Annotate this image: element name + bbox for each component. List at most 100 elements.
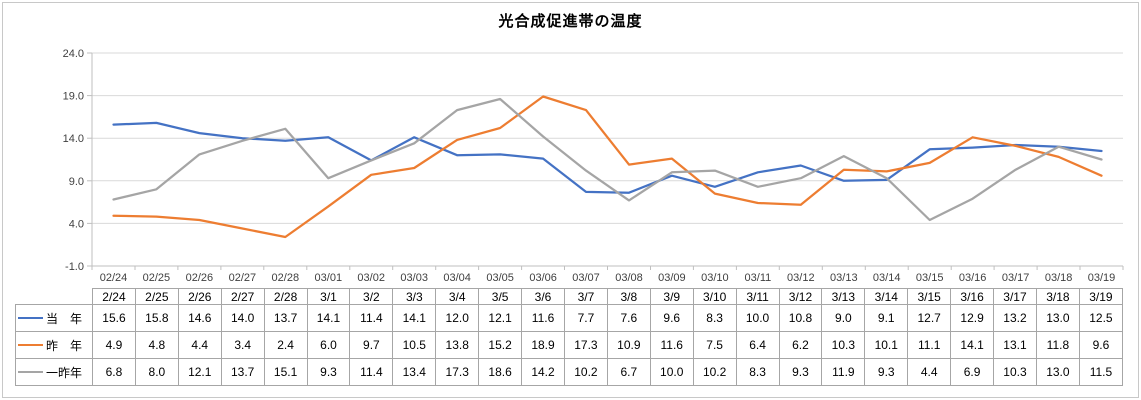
value-cell: 10.8 (778, 304, 823, 332)
value-cell: 7.5 (692, 331, 737, 359)
value-cell: 9.6 (1078, 331, 1124, 359)
value-cell: 10.9 (606, 331, 651, 359)
value-cell: 2.4 (263, 331, 308, 359)
value-cell: 10.1 (864, 331, 909, 359)
value-cell: 6.7 (606, 358, 651, 386)
x-axis-label: 03/03 (400, 272, 428, 284)
value-cell: 4.8 (134, 331, 179, 359)
value-cell: 11.9 (821, 358, 866, 386)
value-cell: 14.0 (220, 304, 265, 332)
value-cell: 11.5 (1078, 358, 1124, 386)
x-axis-label: 03/08 (615, 272, 643, 284)
x-axis-label: 03/19 (1088, 272, 1116, 284)
value-cell: 4.4 (907, 358, 952, 386)
value-cell: 10.5 (392, 331, 437, 359)
value-cell: 14.1 (306, 304, 351, 332)
series-key-line-two-years-ago (18, 371, 43, 373)
value-cell: 13.4 (392, 358, 437, 386)
x-axis-label: 03/06 (529, 272, 557, 284)
series-key-line-current-year (18, 317, 43, 319)
value-cell: 9.7 (349, 331, 394, 359)
value-cell: 12.9 (950, 304, 995, 332)
x-axis-label: 03/10 (701, 272, 729, 284)
value-cell: 12.7 (907, 304, 952, 332)
series-line-last-year (112, 95, 1103, 239)
value-cell: 9.3 (306, 358, 351, 386)
series-line-two-years-ago (112, 97, 1103, 222)
value-cell: 11.6 (649, 331, 694, 359)
value-cell: 15.1 (263, 358, 308, 386)
date-header-cell: 3/13 (821, 288, 866, 305)
value-cell: 7.7 (563, 304, 608, 332)
x-axis-label: 02/24 (100, 272, 128, 284)
x-axis-label: 02/28 (272, 272, 300, 284)
x-axis-label: 03/04 (443, 272, 471, 284)
value-cell: 8.0 (134, 358, 179, 386)
value-cell: 11.1 (907, 331, 952, 359)
value-cell: 3.4 (220, 331, 265, 359)
table-row-two-years-ago: 一昨年 6.8 8.0 12.1 13.7 15.1 9.3 11.4 13.4 17.3 18.6… (15, 358, 1124, 386)
series-legend-cell: 昨 年 (15, 331, 93, 359)
value-cell: 13.2 (993, 304, 1037, 332)
value-cell: 15.6 (92, 304, 136, 332)
value-cell: 10.3 (821, 331, 866, 359)
y-axis-tick-label: -1.0 (65, 261, 84, 273)
value-cell: 9.3 (778, 358, 823, 386)
value-cell: 6.8 (92, 358, 136, 386)
series-legend-cell: 当 年 (15, 304, 93, 332)
date-header-cell: 3/8 (606, 288, 651, 305)
x-axis-label: 03/09 (658, 272, 686, 284)
x-axis-label: 03/14 (873, 272, 901, 284)
table-row-last-year: 昨 年 4.9 4.8 4.4 3.4 2.4 6.0 9.7 10.5 13.8 15.2 18.9… (15, 331, 1124, 359)
value-cell: 8.3 (735, 358, 780, 386)
value-cell: 18.9 (521, 331, 565, 359)
x-axis-label: 03/16 (959, 272, 987, 284)
value-cell: 13.0 (1035, 358, 1080, 386)
series-key-line-last-year (18, 344, 43, 346)
value-cell: 15.8 (134, 304, 179, 332)
value-cell: 12.1 (478, 304, 523, 332)
date-header-cell: 2/26 (177, 288, 222, 305)
value-cell: 9.6 (649, 304, 694, 332)
x-axis-label: 03/13 (830, 272, 858, 284)
date-header-cell: 3/12 (778, 288, 823, 305)
value-cell: 9.3 (864, 358, 909, 386)
value-cell: 14.1 (950, 331, 995, 359)
value-cell: 4.9 (92, 331, 136, 359)
value-cell: 11.4 (349, 358, 394, 386)
value-cell: 14.2 (521, 358, 565, 386)
x-axis-label: 03/02 (357, 272, 385, 284)
series-legend-cell: 一昨年 (15, 358, 93, 386)
x-axis-label: 02/26 (186, 272, 214, 284)
date-header-cell: 2/24 (92, 288, 136, 305)
date-header-cell: 3/19 (1078, 288, 1124, 305)
date-header-cell: 3/3 (392, 288, 437, 305)
table-row-current-year: 当 年 15.6 15.8 14.6 14.0 13.7 14.1 11.4 14.1 12.0 1… (15, 304, 1124, 332)
x-axis-label: 03/15 (916, 272, 944, 284)
value-cell: 10.0 (649, 358, 694, 386)
x-axis-label: 03/05 (486, 272, 514, 284)
date-header-cell: 2/25 (134, 288, 179, 305)
value-cell: 17.3 (563, 331, 608, 359)
date-header-cell: 3/2 (349, 288, 394, 305)
series-label: 一昨年 (46, 365, 83, 380)
x-axis-label: 03/11 (745, 272, 772, 284)
value-cell: 8.3 (692, 304, 737, 332)
value-cell: 11.4 (349, 304, 394, 332)
value-cell: 12.0 (435, 304, 480, 332)
value-cell: 18.6 (478, 358, 523, 386)
value-cell: 17.3 (435, 358, 480, 386)
date-header-cell: 3/7 (563, 288, 608, 305)
x-axis-label: 03/01 (315, 272, 343, 284)
date-header-cell: 3/15 (907, 288, 952, 305)
value-cell: 6.0 (306, 331, 351, 359)
date-header-cell: 3/9 (649, 288, 694, 305)
value-cell: 11.8 (1035, 331, 1080, 359)
value-cell: 9.1 (864, 304, 909, 332)
value-cell: 7.6 (606, 304, 651, 332)
x-axis-label: 03/07 (572, 272, 600, 284)
date-header-cell: 2/28 (263, 288, 308, 305)
x-axis-label: 03/18 (1045, 272, 1073, 284)
value-cell: 6.9 (950, 358, 995, 386)
